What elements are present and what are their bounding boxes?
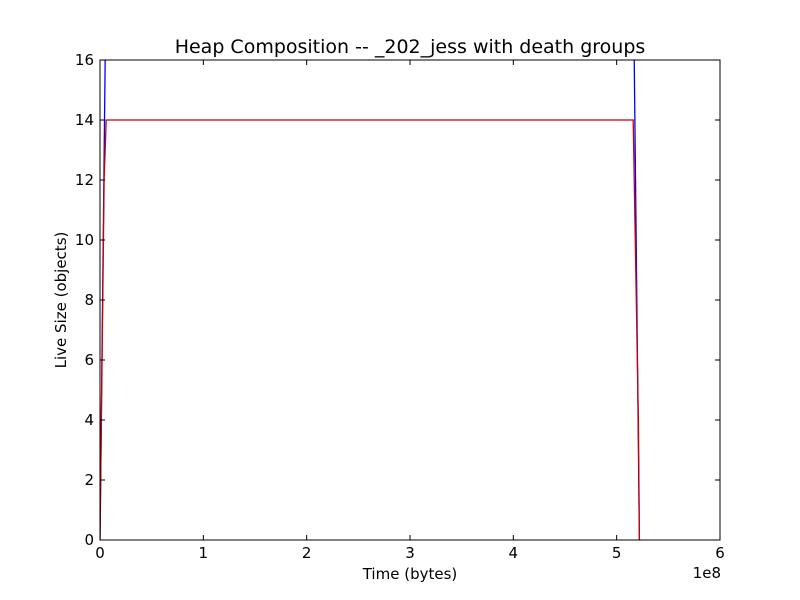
x-tick-label: 1 <box>199 544 209 562</box>
series-line-1 <box>100 60 641 540</box>
y-tick-label: 12 <box>75 171 94 189</box>
y-axis-label: Live Size (objects) <box>52 232 70 369</box>
y-tick-label: 16 <box>75 51 94 69</box>
y-axis: 0 2 4 6 8 10 12 14 16 <box>75 51 720 549</box>
x-tick-label: 0 <box>95 544 105 562</box>
x-axis-label: Time (bytes) <box>362 565 458 583</box>
y-tick-label: 6 <box>84 351 94 369</box>
chart-title: Heap Composition -- _202_jess with death… <box>175 36 646 58</box>
y-tick-label: 2 <box>84 471 94 489</box>
y-tick-label: 4 <box>84 411 94 429</box>
x-tick-label: 5 <box>612 544 622 562</box>
y-tick-label: 14 <box>75 111 94 129</box>
x-axis-offset-label: 1e8 <box>693 564 721 582</box>
x-tick-label: 3 <box>405 544 415 562</box>
x-axis: 0 1 2 3 4 5 6 <box>95 60 725 562</box>
y-tick-label: 8 <box>84 291 94 309</box>
x-tick-label: 6 <box>715 544 725 562</box>
x-tick-label: 4 <box>509 544 519 562</box>
y-tick-label: 10 <box>75 231 94 249</box>
x-tick-label: 2 <box>302 544 312 562</box>
y-tick-label: 0 <box>84 531 94 549</box>
